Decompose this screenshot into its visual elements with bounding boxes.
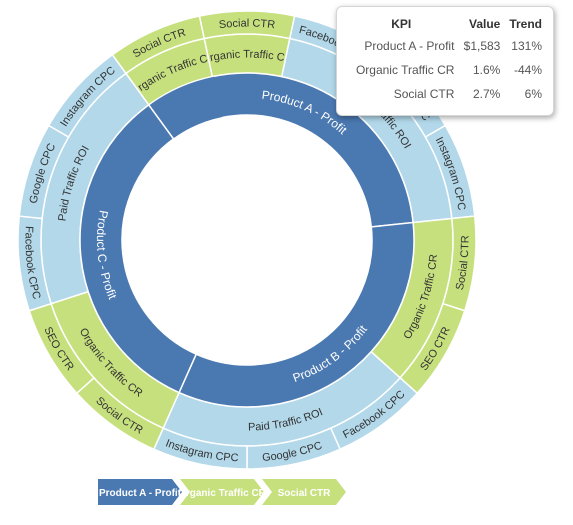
kpi-name: Organic Traffic CR — [355, 63, 455, 77]
kpi-value: 2.7% — [473, 87, 501, 101]
kpi-name: Social CTR — [393, 87, 455, 101]
breadcrumb-label: Organic Traffic CR — [178, 488, 267, 499]
breadcrumb-item-3[interactable] — [262, 479, 346, 505]
value-header: Value — [469, 17, 501, 31]
kpi-table-header-row: KPI Value Trend — [345, 17, 545, 39]
label-social-ctr: Social CTR — [218, 17, 276, 31]
kpi-trend: -44% — [513, 63, 542, 77]
kpi-value: $1,583 — [463, 39, 501, 53]
kpi-table: KPI Value Trend Product A - Profit $1,58… — [345, 17, 545, 111]
kpi-table-row: Social CTR 2.7% 6% — [345, 87, 545, 111]
kpi-trend: 6% — [524, 87, 542, 101]
breadcrumb-item-2[interactable] — [180, 479, 264, 505]
kpi-tooltip: KPI Value Trend Product A - Profit $1,58… — [336, 6, 554, 116]
breadcrumb-item-1[interactable] — [98, 479, 182, 505]
kpi-header: KPI — [391, 17, 412, 31]
kpi-name: Product A - Profit — [364, 39, 455, 53]
segment-social-ctr[interactable] — [111, 15, 206, 75]
segment-product-a-profit-seam — [150, 76, 223, 138]
kpi-trend: 131% — [511, 39, 542, 53]
breadcrumb-label: Product A - Profit — [99, 488, 182, 499]
kpi-value: 1.6% — [473, 63, 501, 77]
trend-header: Trend — [509, 17, 542, 31]
kpi-table-row: Product A - Profit $1,583 131% — [345, 39, 545, 63]
kpi-table-row: Organic Traffic CR 1.6% -44% — [345, 63, 545, 87]
chart-center-hole — [122, 115, 372, 365]
breadcrumb-label: Social CTR — [278, 488, 332, 499]
